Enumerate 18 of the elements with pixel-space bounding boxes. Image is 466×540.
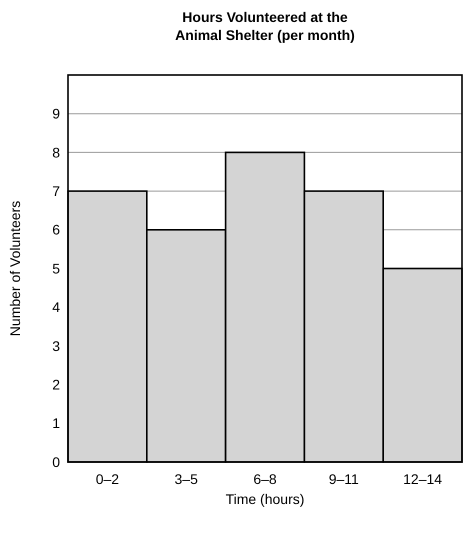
y-tick-label: 5 bbox=[52, 260, 60, 276]
x-tick-label: 6–8 bbox=[253, 471, 277, 487]
y-tick-label: 7 bbox=[52, 183, 60, 199]
y-tick-label: 2 bbox=[52, 376, 60, 392]
x-tick-label: 0–2 bbox=[96, 471, 120, 487]
y-tick-label: 0 bbox=[52, 454, 60, 470]
y-tick-label: 4 bbox=[52, 299, 60, 316]
y-tick-label: 6 bbox=[52, 222, 60, 238]
y-tick-label: 8 bbox=[52, 144, 60, 160]
x-axis-title: Time (hours) bbox=[226, 491, 304, 507]
x-tick-label: 9–11 bbox=[328, 471, 360, 487]
x-tick-label: 12–14 bbox=[403, 471, 442, 487]
x-tick-label: 3–5 bbox=[174, 471, 198, 487]
y-tick-label: 9 bbox=[52, 106, 60, 122]
chart-title: Hours Volunteered at the Animal Shelter (per month) bbox=[175, 9, 355, 43]
y-tick-label: 1 bbox=[52, 415, 60, 432]
y-axis-title: Number of Volunteers bbox=[7, 200, 23, 336]
y-tick-label: 3 bbox=[52, 338, 60, 354]
